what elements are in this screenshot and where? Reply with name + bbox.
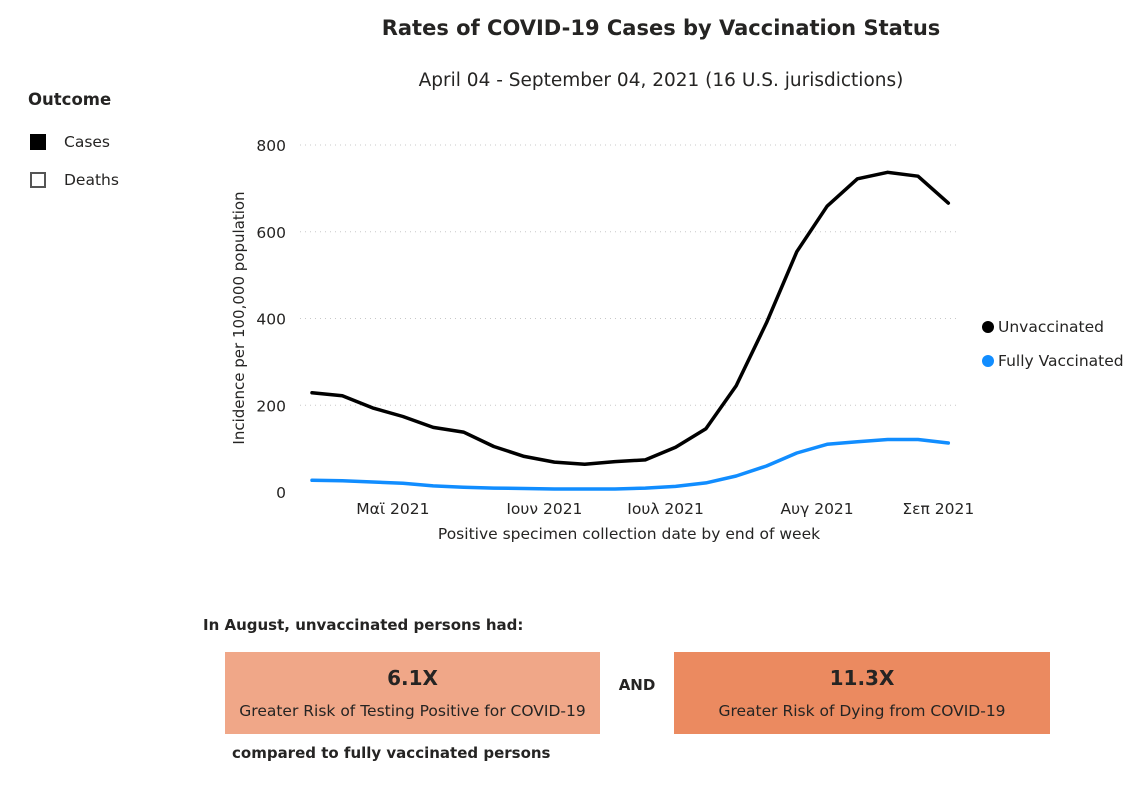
legend-dot-fully-vaccinated [982,355,994,367]
y-tick-label: 0 [276,484,286,502]
outcome-legend-title: Outcome [28,90,112,109]
line-chart: 0 200 400 600 800 Μαϊ 2021 Ιουν 2021 Ιουλ 2021… [230,137,974,543]
legend-dot-unvaccinated [982,321,994,333]
summary-footer: compared to fully vaccinated persons [232,744,551,762]
series-legend: Unvaccinated Fully Vaccinated [982,310,1124,378]
legend-item-fully-vaccinated[interactable]: Fully Vaccinated [982,344,1124,378]
x-tick-label: Ιουν 2021 [506,500,582,518]
risk-card-testing-positive: 6.1X Greater Risk of Testing Positive fo… [225,652,600,734]
y-tick-label: 600 [256,224,286,242]
x-tick-label: Σεπ 2021 [902,500,974,518]
risk-card-dying: 11.3X Greater Risk of Dying from COVID-1… [674,652,1050,734]
chart-subtitle: April 04 - September 04, 2021 (16 U.S. j… [418,70,904,91]
legend-item-unvaccinated[interactable]: Unvaccinated [982,310,1124,344]
outcome-option-cases[interactable]: Cases [28,123,119,161]
checkbox-empty-icon[interactable] [30,172,46,188]
gridlines [300,144,958,406]
x-tick-label: Ιουλ 2021 [627,500,704,518]
risk-card-label: Greater Risk of Testing Positive for COV… [239,702,586,720]
y-tick-label: 400 [256,311,286,329]
outcome-option-label: Deaths [64,171,119,189]
y-tick-label: 800 [256,137,286,155]
y-axis-label: Incidence per 100,000 population [230,191,248,444]
legend-label: Fully Vaccinated [998,352,1124,370]
y-axis-ticks: 0 200 400 600 800 [256,137,286,502]
series-lines [310,170,951,491]
x-axis-ticks: Μαϊ 2021 Ιουν 2021 Ιουλ 2021 Αυγ 2021 Σεπ 20… [356,500,974,518]
risk-card-value: 6.1X [387,666,438,690]
risk-card-label: Greater Risk of Dying from COVID-19 [718,702,1006,720]
chart-title: Rates of COVID-19 Cases by Vaccination S… [381,16,941,40]
connector-label: AND [618,676,656,694]
checkbox-filled-icon[interactable] [30,134,46,150]
risk-card-value: 11.3X [829,666,895,690]
outcome-option-label: Cases [64,133,111,151]
outcome-legend: Outcome Cases Deaths [28,90,119,199]
x-axis-label: Positive specimen collection date by end… [438,525,820,543]
summary-heading: In August, unvaccinated persons had: [203,616,524,634]
y-tick-label: 200 [256,397,286,415]
legend-label: Unvaccinated [998,318,1104,336]
series-line-fully-vaccinated[interactable] [310,437,951,491]
x-tick-label: Αυγ 2021 [781,500,854,518]
series-line-unvaccinated[interactable] [310,170,951,466]
outcome-option-deaths[interactable]: Deaths [28,161,119,199]
x-tick-label: Μαϊ 2021 [356,500,429,518]
